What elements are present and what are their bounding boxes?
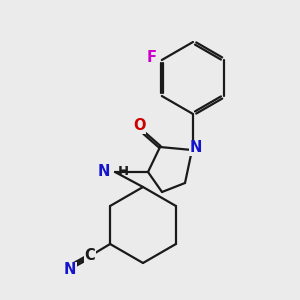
Text: N: N xyxy=(64,262,76,278)
Text: O: O xyxy=(133,118,145,134)
Text: H: H xyxy=(118,165,129,178)
Text: N: N xyxy=(190,140,202,155)
Text: C: C xyxy=(85,248,95,263)
Text: F: F xyxy=(147,50,157,64)
Text: N: N xyxy=(98,164,110,179)
